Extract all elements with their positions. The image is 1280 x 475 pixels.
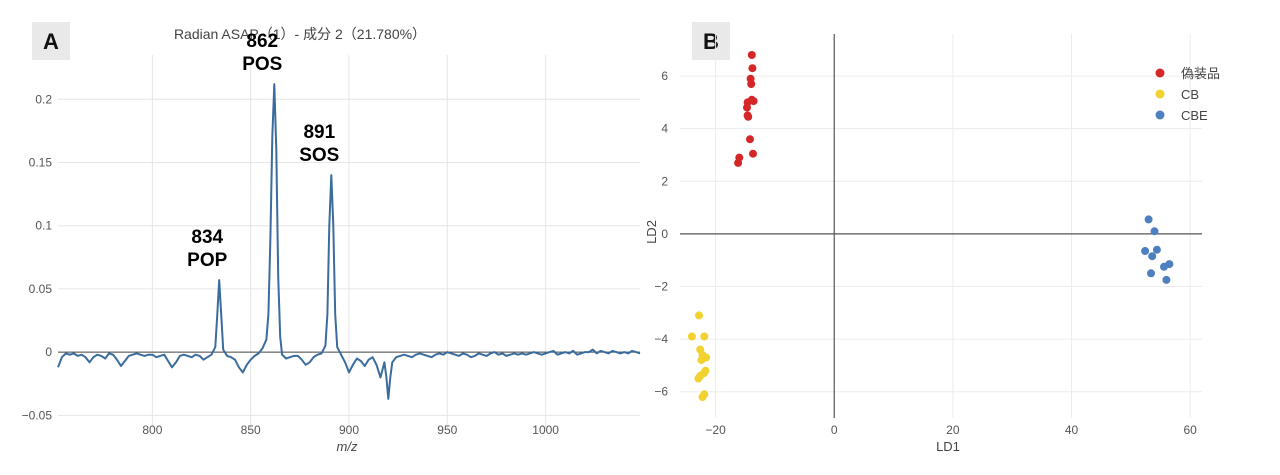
scatter-point bbox=[744, 112, 753, 121]
chart-b-zero-axes bbox=[680, 34, 1202, 418]
chart-b-points bbox=[687, 51, 1174, 401]
chart-b-y-axis-title: LD2 bbox=[644, 220, 659, 244]
chart-b-y-tick-label: 6 bbox=[661, 69, 668, 83]
panel-a-label: A bbox=[43, 29, 59, 54]
chart-a-x-tick-label: 900 bbox=[339, 423, 359, 437]
peak-name-label: POS bbox=[242, 54, 282, 75]
scatter-point bbox=[734, 158, 743, 167]
scatter-point bbox=[746, 135, 754, 144]
chart-b-gridlines bbox=[680, 34, 1202, 418]
legend-marker bbox=[1155, 68, 1165, 78]
peak-mz-label: 891 bbox=[303, 122, 335, 143]
chart-a-title: Radian ASAP（1）- 成分 2（21.780%） bbox=[174, 26, 426, 42]
chart-a-tick-labels: 800 850 900 950 1000 −0.05 0 0.05 0.1 0.15 0.2 bbox=[22, 92, 560, 437]
chart-a-x-axis-title: m/z bbox=[337, 439, 358, 454]
chart-a-x-tick-label: 800 bbox=[142, 423, 162, 437]
peak-mz-label: 834 bbox=[191, 227, 223, 248]
legend-label: CBE bbox=[1181, 108, 1208, 123]
chart-a-y-tick-label: −0.05 bbox=[22, 408, 53, 422]
scatter-point bbox=[1160, 262, 1168, 271]
chart-a-y-tick-label: 0.2 bbox=[35, 92, 52, 106]
legend-label: CB bbox=[1181, 87, 1199, 102]
scatter-point bbox=[749, 97, 758, 106]
chart-b-x-axis-title: LD1 bbox=[936, 439, 960, 454]
panel-b-label: B bbox=[703, 29, 719, 54]
legend-label: 偽装品 bbox=[1181, 66, 1220, 81]
panel-b-label-background bbox=[692, 22, 730, 60]
scatter-point bbox=[694, 374, 703, 383]
chart-b-y-tick-label: −6 bbox=[654, 385, 668, 399]
chart-a-series bbox=[57, 83, 641, 400]
chart-b-y-tick-label: 4 bbox=[661, 122, 668, 136]
chart-a-y-tick-label: 0 bbox=[45, 345, 52, 359]
chart-b-legend: 偽装品 CB CBE bbox=[1155, 66, 1220, 123]
scatter-point bbox=[1141, 247, 1150, 255]
chart-a-y-tick-label: 0.05 bbox=[29, 282, 53, 296]
scatter-point bbox=[1147, 269, 1155, 278]
scatter-point bbox=[1148, 252, 1157, 261]
scatter-point bbox=[700, 332, 709, 341]
scatter-point bbox=[695, 311, 703, 320]
scatter-point bbox=[1162, 275, 1171, 284]
peak-name-label: SOS bbox=[299, 145, 339, 166]
scatter-point bbox=[698, 393, 707, 401]
scatter-point bbox=[748, 64, 757, 73]
panel-a-label-background bbox=[32, 22, 70, 60]
peak-name-label: POP bbox=[187, 250, 227, 271]
chart-a-series-line bbox=[57, 83, 641, 400]
chart-a-x-tick-label: 850 bbox=[241, 423, 261, 437]
chart-b-x-tick-label: 60 bbox=[1183, 423, 1197, 437]
chart-a-y-tick-label: 0.15 bbox=[29, 155, 53, 169]
chart-b-y-tick-label: 0 bbox=[661, 227, 668, 241]
peak-mz-label: 862 bbox=[246, 31, 278, 52]
legend-marker bbox=[1155, 89, 1165, 99]
chart-a-gridlines bbox=[58, 55, 640, 428]
legend-marker bbox=[1155, 110, 1165, 120]
chart-b-y-tick-label: −4 bbox=[654, 332, 668, 346]
chart-a-x-tick-label: 1000 bbox=[532, 423, 559, 437]
scatter-point bbox=[747, 51, 756, 59]
scatter-point bbox=[697, 356, 706, 365]
chart-b-y-tick-label: 2 bbox=[661, 174, 668, 188]
scatter-point bbox=[743, 103, 751, 112]
scatter-point bbox=[747, 80, 756, 88]
chart-a-x-tick-label: 950 bbox=[437, 423, 457, 437]
scatter-point bbox=[1150, 227, 1159, 236]
panel-a: A Radian ASAP（1）- 成分 2（21.780%） 800 850 90… bbox=[22, 22, 641, 454]
scatter-point bbox=[1144, 215, 1153, 224]
chart-b-y-tick-label: −2 bbox=[654, 279, 668, 293]
scatter-point bbox=[749, 149, 757, 158]
chart-b-x-tick-label: 20 bbox=[946, 423, 960, 437]
chart-b-x-tick-label: 0 bbox=[831, 423, 838, 437]
chart-a-y-tick-label: 0.1 bbox=[35, 219, 52, 233]
chart-b-x-tick-label: 40 bbox=[1065, 423, 1079, 437]
scatter-point bbox=[1152, 245, 1161, 254]
chart-b-x-tick-label: −20 bbox=[705, 423, 726, 437]
scatter-point bbox=[687, 332, 696, 341]
